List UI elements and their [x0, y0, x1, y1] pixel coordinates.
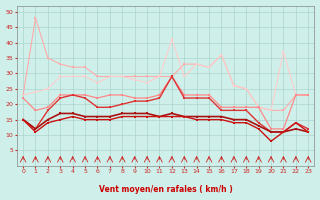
X-axis label: Vent moyen/en rafales ( km/h ): Vent moyen/en rafales ( km/h )	[99, 185, 233, 194]
